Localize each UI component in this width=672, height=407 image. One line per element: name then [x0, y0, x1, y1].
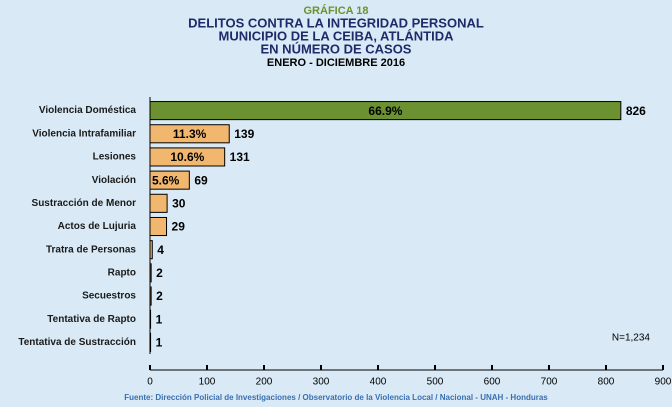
- percent-label: 10.6%: [170, 150, 204, 164]
- bar: [149, 193, 168, 213]
- x-tick-label: 300: [313, 377, 330, 388]
- value-label: 69: [194, 173, 208, 187]
- y-tick-label: Rapto: [108, 268, 136, 279]
- x-tick-label: 0: [147, 377, 153, 388]
- y-tick-label: Violencia Doméstica: [39, 105, 137, 116]
- value-label: 1: [156, 312, 163, 326]
- x-tick-label: 800: [598, 377, 615, 388]
- x-tick-label: 500: [427, 377, 444, 388]
- bar: [149, 286, 152, 306]
- bar: [149, 216, 168, 237]
- x-tick-label: 200: [256, 377, 273, 388]
- x-tick-label: 700: [541, 377, 558, 388]
- source: Fuente: Dirección Policial de Investigac…: [124, 393, 548, 402]
- percent-label: 11.3%: [173, 127, 207, 141]
- bar: [149, 147, 226, 167]
- y-tick-label: Tentativa de Rapto: [47, 314, 136, 325]
- y-tick-label: Actos de Lujuria: [58, 221, 137, 232]
- y-tick-label: Lesiones: [93, 152, 137, 163]
- value-label: 30: [172, 196, 186, 210]
- chart-title: DELITOS CONTRA LA INTEGRIDAD PERSONAL: [188, 15, 484, 30]
- value-label: 139: [234, 127, 254, 141]
- chart-title: MUNICIPIO DE LA CEIBA, ATLÁNTIDA: [219, 28, 455, 43]
- bar: [149, 263, 152, 283]
- bar: [149, 101, 622, 121]
- bar: [149, 124, 230, 144]
- x-tick-label: 400: [370, 377, 387, 388]
- chart-subtitle: ENERO - DICIEMBRE 2016: [267, 57, 405, 69]
- x-tick-label: 600: [484, 377, 501, 388]
- value-label: 1: [156, 336, 163, 350]
- y-tick-label: Violencia Intrafamiliar: [32, 128, 136, 139]
- value-label: 131: [230, 150, 250, 164]
- chart-title: EN NÚMERO DE CASOS: [261, 41, 412, 56]
- x-tick-label: 100: [199, 377, 216, 388]
- annotation: N=1,234: [612, 333, 651, 344]
- value-label: 4: [157, 243, 164, 257]
- bar: [149, 332, 152, 352]
- y-tick-label: Violación: [92, 175, 136, 186]
- percent-label: 5.6%: [152, 173, 180, 187]
- x-tick-label: 900: [655, 377, 672, 388]
- value-label: 29: [172, 220, 186, 234]
- bar: [149, 309, 152, 329]
- chart-kicker: GRÁFICA 18: [304, 4, 369, 17]
- value-label: 2: [156, 266, 163, 280]
- y-tick-label: Tentativa de Sustracción: [18, 337, 136, 348]
- y-tick-label: Secuestros: [82, 291, 136, 302]
- value-label: 2: [156, 289, 163, 303]
- bar: [149, 170, 190, 190]
- y-tick-label: Tratra de Personas: [46, 244, 136, 255]
- percent-label: 66.9%: [368, 104, 402, 118]
- y-tick-label: Sustracción de Menor: [32, 198, 137, 209]
- bar: [149, 240, 153, 260]
- value-label: 826: [626, 104, 646, 118]
